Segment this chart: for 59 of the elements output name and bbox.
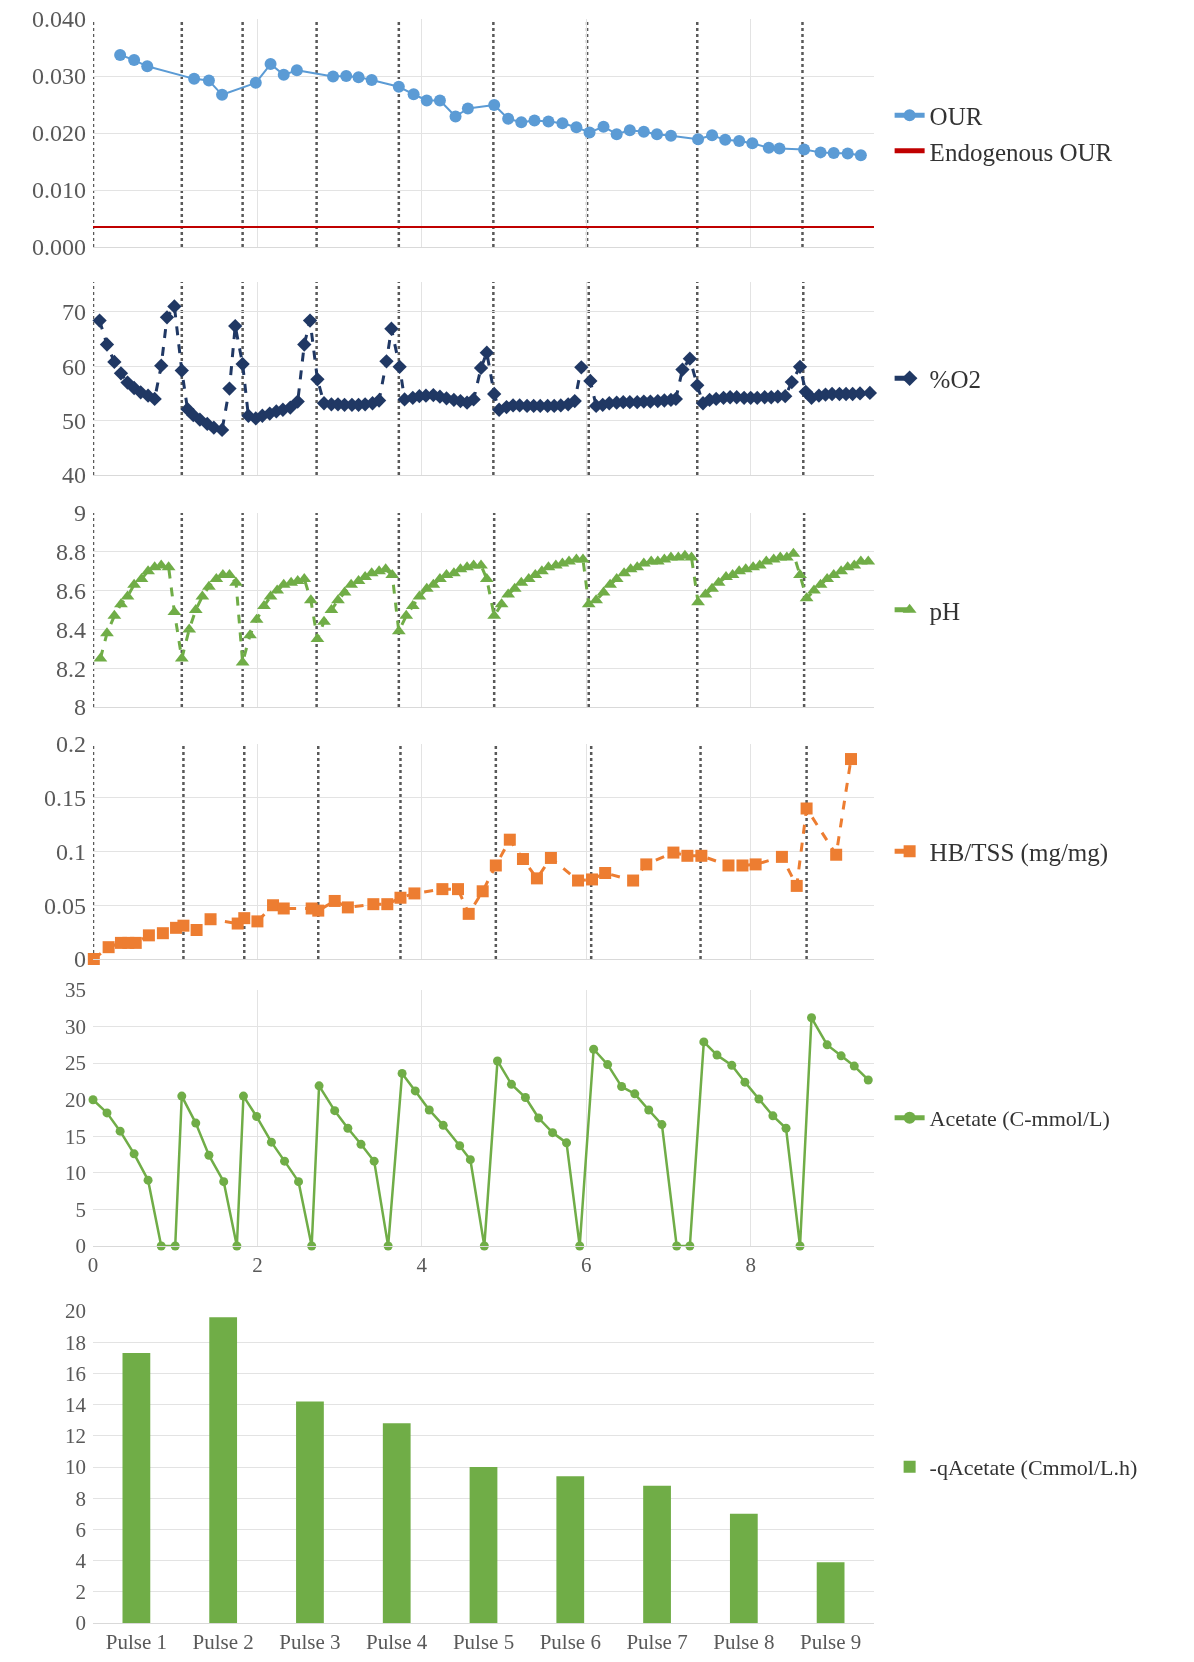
y-tick-label: 0.010 bbox=[32, 177, 86, 204]
y-tick-label: 0.020 bbox=[32, 120, 86, 147]
y-tick-label: 0.15 bbox=[44, 785, 86, 812]
y-tick-label: 5 bbox=[75, 1197, 86, 1222]
x-tick-label: Pulse 2 bbox=[192, 1630, 254, 1655]
y-tick-label: 8.4 bbox=[56, 616, 86, 643]
y-tick-label: 70 bbox=[62, 299, 86, 326]
y-tick-label: 8.6 bbox=[56, 578, 86, 604]
y-tick-label: 15 bbox=[65, 1124, 86, 1149]
legend-label: Acetate (C-mmol/L) bbox=[929, 1106, 1110, 1132]
y-tick-label: 8 bbox=[75, 1486, 86, 1511]
legend-label: Endogenous OUR bbox=[929, 138, 1113, 166]
y-tick-label: 20 bbox=[65, 1299, 86, 1324]
y-tick-label: 0.000 bbox=[32, 234, 86, 261]
x-tick-label: 4 bbox=[416, 1253, 428, 1278]
y-tick-label: 20 bbox=[65, 1088, 86, 1113]
y-tick-label: 2 bbox=[75, 1580, 86, 1605]
y-tick-label: 9 bbox=[74, 500, 86, 527]
y-tick-label: 8.8 bbox=[56, 539, 86, 566]
legend-label: -qAcetate (Cmmol/L.h) bbox=[929, 1455, 1138, 1481]
y-tick-label: 0.05 bbox=[44, 892, 86, 919]
x-tick-label: 8 bbox=[745, 1253, 756, 1278]
x-tick-label: Pulse 6 bbox=[539, 1630, 601, 1655]
legend-label: OUR bbox=[929, 103, 983, 130]
y-tick-label: 25 bbox=[65, 1051, 86, 1076]
y-tick-label: 6 bbox=[75, 1517, 86, 1542]
y-tick-label: 0.1 bbox=[56, 838, 86, 865]
legend-label: HB/TSS (mg/mg) bbox=[929, 839, 1109, 867]
y-tick-label: 10 bbox=[65, 1161, 86, 1186]
x-tick-label: Pulse 1 bbox=[105, 1630, 168, 1655]
x-tick-label: 2 bbox=[252, 1253, 263, 1278]
y-tick-label: 50 bbox=[62, 408, 86, 435]
x-tick-label: Pulse 8 bbox=[713, 1630, 775, 1655]
y-tick-label: 60 bbox=[62, 353, 86, 380]
y-tick-label: 0 bbox=[74, 946, 86, 973]
y-tick-label: 10 bbox=[65, 1455, 86, 1480]
legend-label: pH bbox=[929, 597, 961, 625]
x-tick-label: Pulse 3 bbox=[279, 1630, 341, 1655]
x-tick-label: Pulse 5 bbox=[452, 1630, 515, 1655]
y-tick-label: 0 bbox=[75, 1611, 86, 1636]
y-tick-label: 0 bbox=[75, 1234, 86, 1259]
y-tick-label: 4 bbox=[75, 1548, 87, 1573]
y-tick-label: 14 bbox=[65, 1392, 87, 1417]
y-tick-label: 8.2 bbox=[56, 655, 86, 682]
y-tick-label: 40 bbox=[62, 462, 86, 489]
legend-label: %O2 bbox=[929, 366, 982, 393]
x-tick-label: Pulse 9 bbox=[799, 1630, 862, 1655]
x-tick-label: Pulse 4 bbox=[366, 1630, 428, 1655]
y-tick-label: 0.030 bbox=[32, 63, 86, 90]
y-tick-label: 0.040 bbox=[32, 6, 86, 33]
x-tick-label: 6 bbox=[581, 1253, 592, 1278]
y-tick-label: 30 bbox=[65, 1014, 86, 1039]
x-tick-label: Pulse 7 bbox=[626, 1630, 688, 1655]
y-tick-label: 35 bbox=[65, 978, 86, 1003]
y-tick-label: 12 bbox=[65, 1424, 86, 1449]
y-tick-label: 0.2 bbox=[56, 731, 86, 758]
y-tick-label: 18 bbox=[65, 1330, 86, 1355]
y-tick-label: 8 bbox=[74, 694, 86, 721]
y-tick-label: 16 bbox=[65, 1361, 86, 1386]
